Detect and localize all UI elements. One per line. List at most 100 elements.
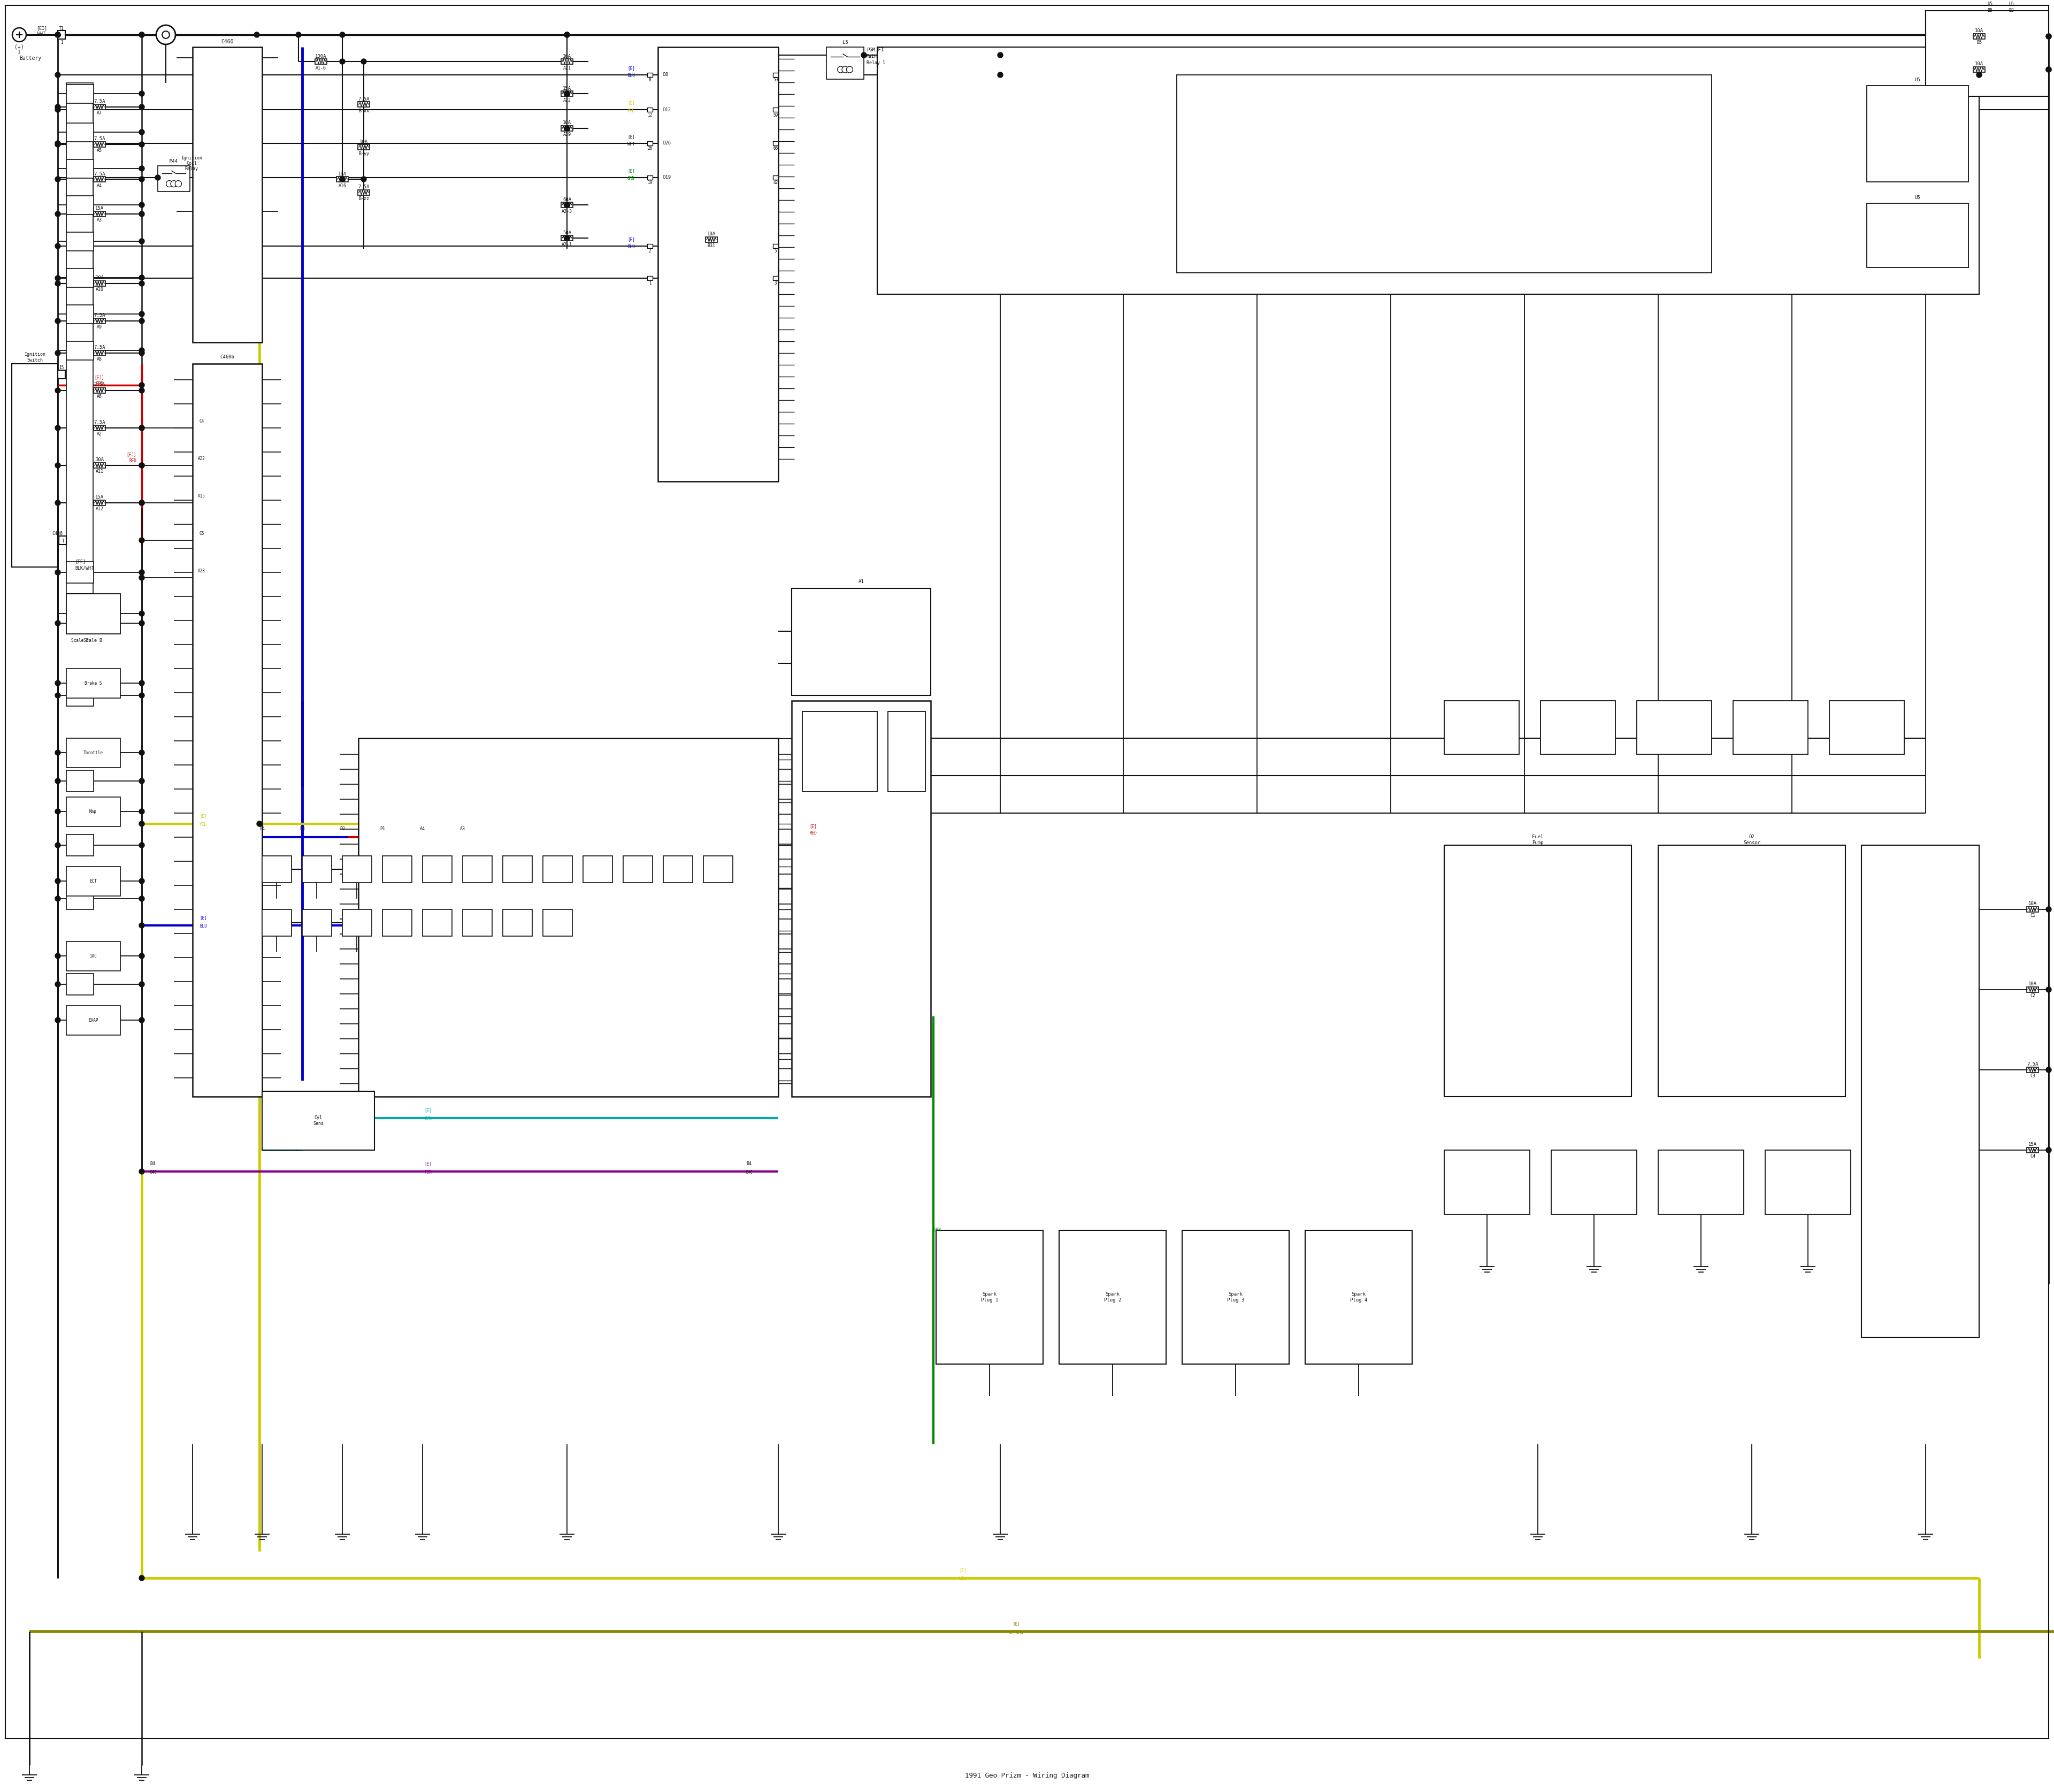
Text: P2: P2 bbox=[339, 826, 345, 831]
Text: 3: 3 bbox=[774, 281, 776, 287]
Text: P4: P4 bbox=[259, 826, 265, 831]
Text: Spark
Plug 2: Spark Plug 2 bbox=[1103, 1292, 1121, 1303]
Bar bbox=[1540, 701, 1614, 754]
Bar bbox=[622, 857, 653, 883]
Text: A22: A22 bbox=[563, 97, 571, 102]
Bar bbox=[462, 857, 493, 883]
Text: 20A: 20A bbox=[94, 276, 105, 281]
Text: 16A: 16A bbox=[563, 54, 571, 59]
Text: Brake S: Brake S bbox=[84, 681, 103, 686]
Text: 10A: 10A bbox=[1974, 61, 1984, 66]
Text: YEL: YEL bbox=[199, 823, 207, 828]
Text: Scale B: Scale B bbox=[84, 638, 103, 643]
Text: [E]: [E] bbox=[959, 1568, 967, 1573]
Bar bbox=[2027, 1147, 2038, 1152]
Circle shape bbox=[846, 66, 852, 73]
Bar bbox=[503, 857, 532, 883]
Bar bbox=[343, 857, 372, 883]
Text: U5: U5 bbox=[2009, 2, 2013, 7]
Circle shape bbox=[55, 32, 60, 38]
Bar bbox=[357, 102, 370, 108]
Circle shape bbox=[55, 211, 60, 217]
Text: B-zz: B-zz bbox=[357, 197, 370, 201]
Text: T1: T1 bbox=[60, 25, 64, 30]
Text: [E]: [E] bbox=[1013, 1622, 1021, 1627]
Circle shape bbox=[55, 681, 60, 686]
Circle shape bbox=[55, 896, 60, 901]
Bar bbox=[647, 176, 653, 179]
Text: [E]: [E] bbox=[425, 1107, 431, 1113]
Text: 60A: 60A bbox=[563, 197, 571, 202]
Bar bbox=[772, 73, 778, 77]
Bar bbox=[66, 305, 94, 324]
Text: 7.5A: 7.5A bbox=[94, 136, 105, 142]
Bar bbox=[887, 711, 926, 792]
Text: [E]: [E] bbox=[626, 168, 635, 174]
Circle shape bbox=[140, 351, 144, 357]
Text: [EE]: [EE] bbox=[74, 559, 86, 564]
Circle shape bbox=[2046, 66, 2052, 72]
Bar bbox=[66, 561, 94, 582]
Text: 15A: 15A bbox=[94, 495, 105, 500]
Bar bbox=[94, 387, 105, 392]
Text: BLU: BLU bbox=[626, 73, 635, 79]
Text: 26: 26 bbox=[647, 147, 653, 151]
Bar bbox=[12, 364, 58, 566]
Circle shape bbox=[565, 125, 569, 131]
Text: [E]: [E] bbox=[626, 134, 635, 140]
Text: RED: RED bbox=[97, 382, 103, 387]
Bar bbox=[193, 47, 263, 342]
Text: 7.5A: 7.5A bbox=[94, 99, 105, 104]
Text: 15A: 15A bbox=[2027, 1142, 2038, 1147]
Bar bbox=[772, 244, 778, 249]
Bar bbox=[94, 425, 105, 430]
Circle shape bbox=[140, 177, 144, 181]
Circle shape bbox=[2046, 1147, 2052, 1152]
Text: 2: 2 bbox=[649, 249, 651, 254]
Text: RED: RED bbox=[809, 830, 817, 835]
Text: 59: 59 bbox=[772, 77, 778, 82]
Text: WHT: WHT bbox=[37, 30, 45, 36]
Text: 15: 15 bbox=[60, 366, 64, 371]
Circle shape bbox=[55, 387, 60, 392]
Bar bbox=[877, 47, 1980, 294]
Text: Ignition
Switch: Ignition Switch bbox=[25, 353, 45, 362]
Text: BLU: BLU bbox=[199, 925, 207, 928]
Circle shape bbox=[55, 1018, 60, 1023]
Text: C1: C1 bbox=[2029, 914, 2036, 918]
Circle shape bbox=[140, 500, 144, 505]
Text: A1: A1 bbox=[859, 579, 865, 584]
Circle shape bbox=[140, 878, 144, 883]
Bar bbox=[314, 59, 327, 65]
Text: [EJ]: [EJ] bbox=[127, 452, 136, 457]
Bar bbox=[937, 1231, 1043, 1364]
Circle shape bbox=[55, 244, 60, 249]
Text: 7.5A: 7.5A bbox=[94, 383, 105, 387]
Text: [E]: [E] bbox=[199, 814, 207, 819]
Text: A2: A2 bbox=[97, 432, 103, 437]
Circle shape bbox=[339, 59, 345, 65]
Bar bbox=[561, 235, 573, 240]
Bar bbox=[1764, 1150, 1851, 1215]
Bar bbox=[663, 857, 692, 883]
Circle shape bbox=[2046, 1068, 2052, 1073]
Text: A8: A8 bbox=[97, 357, 103, 362]
Text: C460b: C460b bbox=[220, 355, 234, 360]
Bar bbox=[66, 593, 121, 634]
Text: A16: A16 bbox=[339, 183, 347, 188]
Bar bbox=[158, 167, 189, 192]
Circle shape bbox=[55, 878, 60, 883]
Bar bbox=[66, 93, 92, 593]
Circle shape bbox=[55, 351, 60, 357]
Text: A15: A15 bbox=[197, 495, 205, 498]
Bar bbox=[66, 93, 92, 315]
Bar bbox=[66, 93, 92, 276]
Bar bbox=[1867, 86, 1968, 181]
Text: C6: C6 bbox=[199, 532, 203, 536]
Circle shape bbox=[140, 387, 144, 392]
Bar bbox=[66, 93, 92, 351]
Circle shape bbox=[140, 462, 144, 468]
Bar bbox=[647, 108, 653, 111]
Circle shape bbox=[140, 167, 144, 172]
Circle shape bbox=[140, 570, 144, 575]
